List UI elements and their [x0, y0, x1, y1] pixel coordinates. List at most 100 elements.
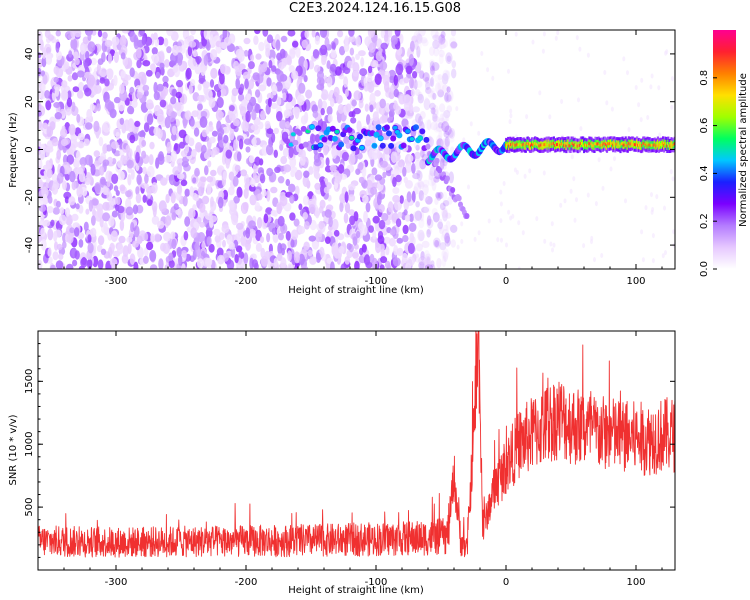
noise-cell	[389, 229, 396, 236]
noise-cell	[67, 90, 72, 100]
noise-cell	[280, 35, 288, 43]
noise-cell	[216, 90, 222, 98]
noise-cell	[210, 49, 218, 61]
signal-cell	[599, 144, 602, 148]
noise-cell	[250, 124, 259, 131]
noise-cell	[444, 231, 450, 243]
colorbar-tick-label: 0.4	[699, 165, 710, 181]
noise-cell	[74, 58, 80, 66]
noise-cell	[177, 57, 183, 66]
noise-cell	[285, 178, 291, 187]
noise-cell	[670, 104, 674, 110]
noise-cell	[142, 166, 147, 175]
noise-cell	[445, 220, 451, 231]
noise-cell	[42, 123, 49, 130]
noise-cell	[360, 57, 365, 67]
noise-cell	[262, 30, 269, 37]
noise-cell	[319, 199, 326, 209]
noise-cell	[379, 61, 388, 71]
noise-cell	[111, 141, 119, 150]
noise-cell	[236, 151, 242, 162]
noise-cell	[126, 159, 134, 169]
noise-cell	[38, 110, 42, 117]
noise-cell	[417, 180, 424, 188]
noise-cell	[213, 228, 221, 236]
noise-cell	[624, 198, 627, 204]
noise-cell	[462, 137, 466, 143]
noise-cell	[67, 75, 73, 82]
noise-cell	[236, 186, 243, 198]
noise-cell	[396, 247, 404, 257]
noise-cell	[429, 61, 435, 72]
noise-cell	[644, 205, 648, 211]
noise-cell	[435, 125, 444, 132]
noise-cell	[171, 212, 177, 221]
noise-cell	[430, 30, 439, 38]
x-tick-label: -300	[105, 577, 128, 588]
noise-cell	[170, 111, 178, 118]
signal-cell	[419, 128, 426, 135]
noise-cell	[143, 255, 149, 264]
noise-cell	[605, 100, 609, 106]
noise-cell	[322, 144, 329, 156]
noise-cell	[637, 102, 641, 108]
noise-cell	[295, 47, 301, 58]
noise-cell	[63, 61, 70, 70]
noise-cell	[121, 30, 130, 34]
noise-cell	[233, 139, 239, 152]
noise-cell	[439, 226, 444, 235]
noise-cell	[442, 39, 448, 48]
noise-cell	[613, 156, 616, 162]
snr-x-axis-label: Height of straight line (km)	[288, 585, 424, 596]
noise-cell	[383, 236, 391, 244]
noise-cell	[290, 239, 295, 248]
noise-cell	[456, 244, 460, 250]
noise-cell	[579, 126, 583, 132]
noise-cell	[421, 206, 430, 213]
noise-cell	[122, 245, 129, 257]
signal-cell	[356, 133, 363, 140]
noise-cell	[425, 87, 432, 94]
noise-cell	[260, 63, 268, 73]
noise-cell	[85, 208, 90, 215]
noise-cell	[395, 218, 402, 228]
noise-cell	[344, 191, 349, 204]
noise-cell	[438, 218, 443, 231]
noise-cell	[281, 88, 288, 95]
noise-cell	[439, 113, 445, 122]
noise-cell	[129, 134, 136, 144]
noise-cell	[203, 30, 211, 40]
noise-cell	[424, 264, 433, 269]
noise-cell	[541, 48, 545, 54]
noise-cell	[393, 88, 399, 98]
noise-cell	[229, 200, 235, 211]
noise-cell	[513, 167, 517, 173]
noise-cell	[66, 154, 75, 165]
noise-cell	[41, 56, 47, 68]
noise-cell	[44, 43, 52, 56]
noise-cell	[290, 229, 299, 240]
noise-cell	[431, 207, 438, 216]
noise-cell	[80, 44, 85, 55]
noise-cell	[286, 93, 293, 103]
noise-cell	[432, 105, 439, 116]
noise-cell	[397, 211, 403, 218]
noise-cell	[243, 138, 252, 145]
noise-cell	[326, 60, 331, 70]
noise-cell	[572, 176, 576, 182]
noise-cell	[440, 31, 446, 38]
noise-cell	[337, 164, 345, 174]
noise-cell	[443, 251, 448, 262]
noise-cell	[412, 71, 418, 79]
noise-cell	[173, 203, 179, 211]
noise-cell	[217, 127, 225, 137]
noise-cell	[415, 253, 420, 263]
noise-cell	[387, 263, 392, 269]
noise-cell	[651, 207, 655, 212]
noise-cell	[405, 180, 413, 189]
noise-cell	[266, 232, 271, 243]
noise-cell	[157, 114, 164, 123]
noise-cell	[371, 167, 378, 176]
noise-cell	[175, 91, 182, 99]
noise-cell	[355, 168, 361, 175]
